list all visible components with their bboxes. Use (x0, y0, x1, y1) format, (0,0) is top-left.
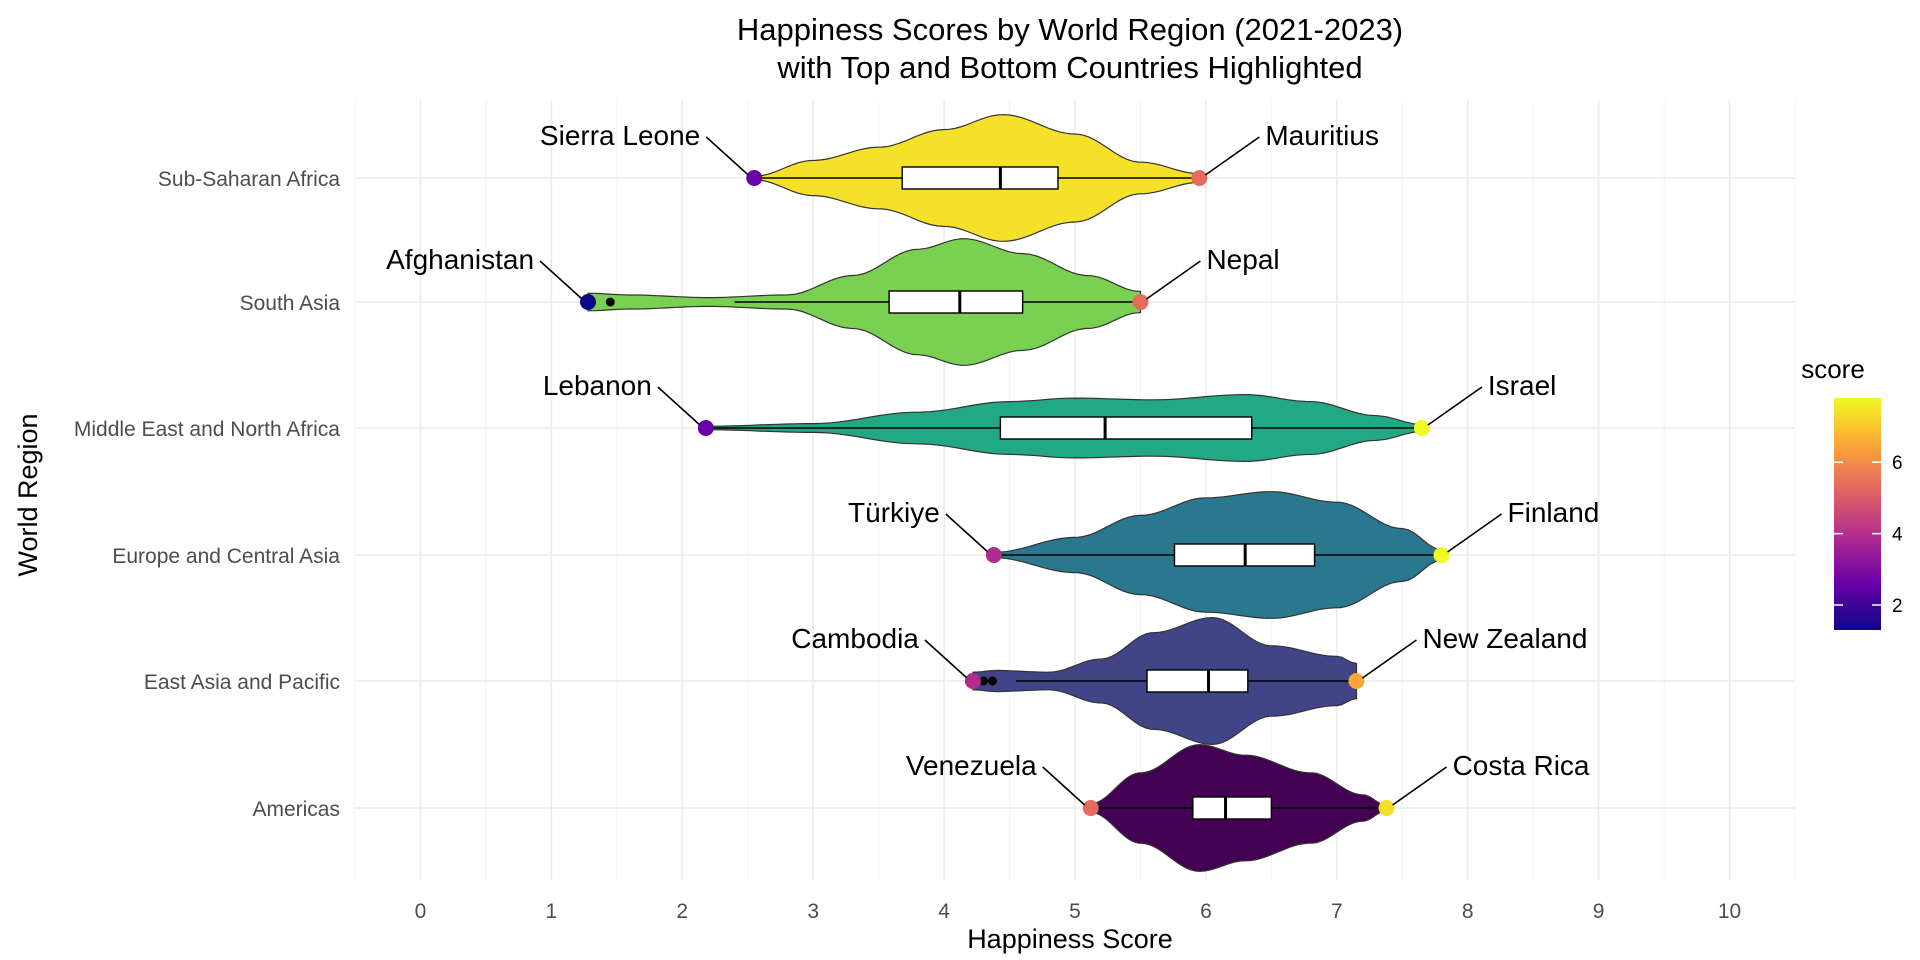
bottom-country-label: Afghanistan (386, 244, 534, 275)
bottom-country-label: Sierra Leone (540, 120, 700, 151)
top-label-leader (1204, 136, 1260, 176)
top-country-point (1378, 800, 1395, 816)
top-label-leader (1427, 386, 1483, 426)
colorbar-tick-label: 2 (1892, 596, 1903, 617)
colorbar-ticks: 2 4 6 (1834, 453, 1903, 617)
top-country-point (1191, 170, 1208, 186)
bottom-country-point (580, 294, 597, 310)
colorbar-tick-label: 4 (1892, 525, 1903, 546)
x-tick-label: 2 (676, 900, 688, 923)
bottom-country-point (746, 170, 763, 186)
bottom-label-leader (1042, 766, 1086, 806)
top-label-leader (1447, 513, 1503, 553)
chart-title: Happiness Scores by World Region (2021-2… (737, 12, 1403, 47)
violin-group-south-asia: Afghanistan Nepal (386, 238, 1280, 366)
violins: Sierra Leone Mauritius Afghanistan Nepal Leb… (386, 114, 1600, 872)
top-country-point (1413, 420, 1430, 436)
colorbar-tick-label: 6 (1892, 453, 1903, 474)
top-country-label: New Zealand (1422, 623, 1587, 654)
bottom-label-leader (539, 260, 583, 300)
outlier-point (605, 297, 615, 307)
bottom-country-point (1082, 800, 1099, 816)
x-tick-label: 3 (807, 900, 819, 923)
bottom-label-leader (924, 639, 968, 679)
bottom-country-label: Venezuela (906, 750, 1037, 781)
chart-subtitle: with Top and Bottom Countries Highlighte… (776, 50, 1362, 85)
x-tick-label: 7 (1331, 900, 1343, 923)
top-country-label: Nepal (1206, 244, 1279, 275)
x-tick-label: 0 (415, 900, 427, 923)
bottom-label-leader (657, 386, 701, 426)
x-axis-ticks: 0 1 2 3 4 5 6 7 8 9 10 (415, 900, 1742, 923)
bottom-country-point (985, 547, 1002, 563)
bottom-label-leader (945, 513, 989, 553)
outlier-point (988, 676, 998, 686)
bottom-country-label: Türkiye (848, 497, 940, 528)
top-country-point (1433, 547, 1450, 563)
x-tick-label: 1 (546, 900, 558, 923)
top-label-leader (1361, 639, 1417, 679)
colorbar-title: score (1801, 354, 1865, 384)
top-country-label: Finland (1508, 497, 1600, 528)
top-label-leader (1392, 766, 1448, 806)
iqr-box (901, 166, 1059, 190)
y-tick-label: Sub-Saharan Africa (158, 168, 340, 191)
x-tick-label: 6 (1200, 900, 1212, 923)
y-tick-label: South Asia (240, 292, 341, 315)
y-tick-label: Middle East and North Africa (74, 418, 340, 441)
iqr-box (1146, 669, 1249, 693)
iqr-box (888, 290, 1024, 314)
top-country-label: Mauritius (1265, 120, 1379, 151)
violin-group-middle-east-and-north-africa: Lebanon Israel (543, 370, 1556, 463)
iqr-box (1192, 796, 1273, 820)
iqr-box (999, 416, 1253, 440)
y-tick-label: East Asia and Pacific (144, 671, 340, 694)
bottom-country-label: Lebanon (543, 370, 652, 401)
violin-group-americas: Venezuela Costa Rica (906, 744, 1590, 872)
x-tick-label: 8 (1462, 900, 1474, 923)
violin-group-east-asia-and-pacific: Cambodia New Zealand (791, 616, 1587, 746)
bottom-label-leader (705, 136, 749, 176)
top-country-point (1132, 294, 1149, 310)
y-tick-label: Europe and Central Asia (112, 545, 340, 568)
x-tick-label: 9 (1593, 900, 1605, 923)
outlier-point (978, 676, 988, 686)
colorbar-gradient (1834, 398, 1881, 630)
top-label-leader (1145, 260, 1201, 300)
top-country-label: Costa Rica (1453, 750, 1590, 781)
top-country-point (1348, 673, 1365, 689)
x-axis-title: Happiness Score (967, 924, 1173, 954)
bottom-country-point (697, 420, 714, 436)
top-country-label: Israel (1488, 370, 1556, 401)
bottom-country-point (964, 673, 981, 689)
y-axis-ticks: Sub-Saharan Africa South Asia Middle East … (74, 168, 340, 821)
violin-group-sub-saharan-africa: Sierra Leone Mauritius (540, 114, 1379, 242)
violin-group-europe-and-central-asia: Türkiye Finland (848, 491, 1600, 619)
x-tick-label: 4 (938, 900, 950, 923)
colorbar-legend: score 2 4 6 (1801, 354, 1903, 630)
x-tick-label: 5 (1069, 900, 1081, 923)
bottom-country-label: Cambodia (791, 623, 919, 654)
y-tick-label: Americas (252, 798, 340, 821)
y-axis-title: World Region (13, 413, 43, 576)
x-tick-label: 10 (1718, 900, 1741, 923)
